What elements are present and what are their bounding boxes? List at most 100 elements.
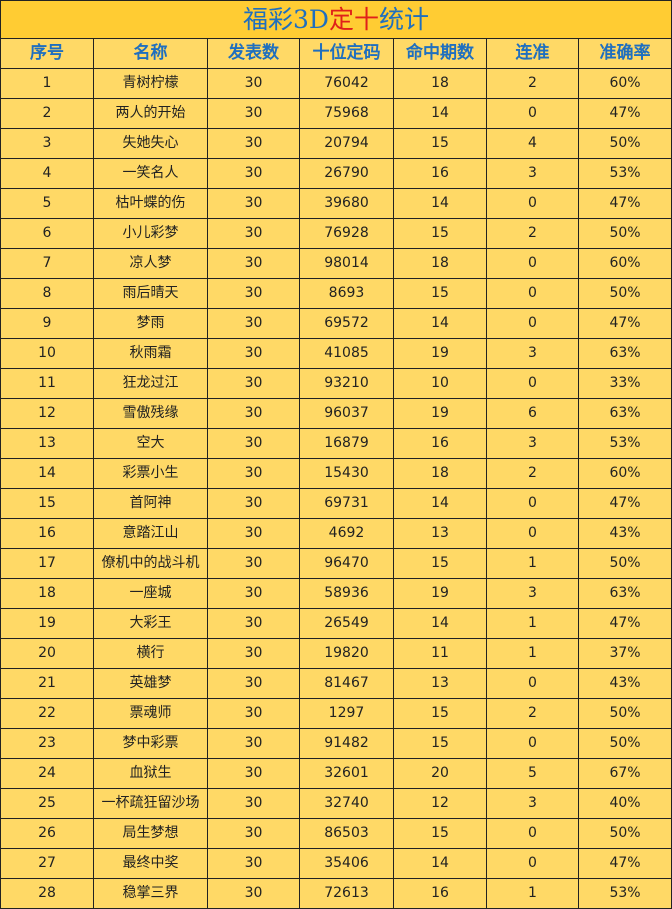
table-cell: 15 bbox=[394, 219, 487, 249]
table-cell: 1297 bbox=[300, 699, 394, 729]
table-cell: 58936 bbox=[300, 579, 394, 609]
table-cell: 25 bbox=[1, 789, 94, 819]
table-cell: 4 bbox=[487, 129, 579, 159]
table-cell: 3 bbox=[487, 159, 579, 189]
table-cell: 3 bbox=[487, 429, 579, 459]
table-cell: 空大 bbox=[94, 429, 208, 459]
table-cell: 30 bbox=[208, 339, 300, 369]
table-cell: 18 bbox=[1, 579, 94, 609]
table-cell: 19 bbox=[394, 339, 487, 369]
table-cell: 47% bbox=[579, 609, 672, 639]
table-cell: 青树柠檬 bbox=[94, 69, 208, 99]
table-cell: 53% bbox=[579, 159, 672, 189]
table-cell: 15 bbox=[394, 729, 487, 759]
table-cell: 43% bbox=[579, 669, 672, 699]
table-cell: 血狱生 bbox=[94, 759, 208, 789]
table-row: 19 大彩王 30 26549 14 1 47% bbox=[1, 609, 672, 639]
table-cell: 30 bbox=[208, 459, 300, 489]
table-cell: 26 bbox=[1, 819, 94, 849]
table-cell: 47% bbox=[579, 309, 672, 339]
table-cell: 30 bbox=[208, 519, 300, 549]
table-cell: 5 bbox=[1, 189, 94, 219]
table-cell: 10 bbox=[394, 369, 487, 399]
table-cell: 30 bbox=[208, 699, 300, 729]
table-row: 7 凉人梦 30 98014 18 0 60% bbox=[1, 249, 672, 279]
table-cell: 两人的开始 bbox=[94, 99, 208, 129]
table-cell: 30 bbox=[208, 849, 300, 879]
table-body: 1 青树柠檬 30 76042 18 2 60% 2 两人的开始 30 75968 14 0 47% 3 失她… bbox=[1, 69, 672, 909]
table-cell: 16879 bbox=[300, 429, 394, 459]
table-cell: 雪傲残缘 bbox=[94, 399, 208, 429]
table-cell: 53% bbox=[579, 429, 672, 459]
table-cell: 30 bbox=[208, 609, 300, 639]
table-cell: 失她失心 bbox=[94, 129, 208, 159]
header-cell: 发表数 bbox=[208, 39, 300, 69]
table-cell: 30 bbox=[208, 279, 300, 309]
table-cell: 50% bbox=[579, 219, 672, 249]
table-cell: 2 bbox=[487, 219, 579, 249]
table-row: 20 横行 30 19820 11 1 37% bbox=[1, 639, 672, 669]
table-cell: 76928 bbox=[300, 219, 394, 249]
table-cell: 15 bbox=[394, 549, 487, 579]
table-cell: 英雄梦 bbox=[94, 669, 208, 699]
table-row: 14 彩票小生 30 15430 18 2 60% bbox=[1, 459, 672, 489]
table-cell: 4692 bbox=[300, 519, 394, 549]
table-cell: 47% bbox=[579, 489, 672, 519]
table-cell: 凉人梦 bbox=[94, 249, 208, 279]
table-cell: 50% bbox=[579, 729, 672, 759]
table-cell: 18 bbox=[394, 249, 487, 279]
table-cell: 75968 bbox=[300, 99, 394, 129]
table-row: 12 雪傲残缘 30 96037 19 6 63% bbox=[1, 399, 672, 429]
table-row: 2 两人的开始 30 75968 14 0 47% bbox=[1, 99, 672, 129]
table-cell: 梦雨 bbox=[94, 309, 208, 339]
table-cell: 16 bbox=[394, 159, 487, 189]
table-cell: 雨后晴天 bbox=[94, 279, 208, 309]
table-cell: 局生梦想 bbox=[94, 819, 208, 849]
table-cell: 枯叶蝶的伤 bbox=[94, 189, 208, 219]
table-cell: 僚机中的战斗机 bbox=[94, 549, 208, 579]
table-cell: 6 bbox=[1, 219, 94, 249]
table-row: 22 票魂师 30 1297 15 2 50% bbox=[1, 699, 672, 729]
table-row: 28 稳掌三界 30 72613 16 1 53% bbox=[1, 879, 672, 909]
table-cell: 32601 bbox=[300, 759, 394, 789]
table-cell: 0 bbox=[487, 519, 579, 549]
table-cell: 50% bbox=[579, 129, 672, 159]
table-cell: 22 bbox=[1, 699, 94, 729]
table-cell: 0 bbox=[487, 819, 579, 849]
header-cell: 命中期数 bbox=[394, 39, 487, 69]
table-cell: 小儿彩梦 bbox=[94, 219, 208, 249]
table-cell: 30 bbox=[208, 309, 300, 339]
table-cell: 24 bbox=[1, 759, 94, 789]
table-row: 9 梦雨 30 69572 14 0 47% bbox=[1, 309, 672, 339]
table-cell: 26549 bbox=[300, 609, 394, 639]
table-cell: 43% bbox=[579, 519, 672, 549]
table-cell: 50% bbox=[579, 699, 672, 729]
table-cell: 首阿神 bbox=[94, 489, 208, 519]
table-cell: 8 bbox=[1, 279, 94, 309]
table-cell: 18 bbox=[394, 69, 487, 99]
table-row: 15 首阿神 30 69731 14 0 47% bbox=[1, 489, 672, 519]
table-cell: 0 bbox=[487, 669, 579, 699]
table-cell: 横行 bbox=[94, 639, 208, 669]
table-cell: 30 bbox=[208, 879, 300, 909]
table-cell: 19 bbox=[394, 399, 487, 429]
table-cell: 10 bbox=[1, 339, 94, 369]
table-cell: 8693 bbox=[300, 279, 394, 309]
table-cell: 15430 bbox=[300, 459, 394, 489]
table-cell: 30 bbox=[208, 549, 300, 579]
table-cell: 50% bbox=[579, 819, 672, 849]
table-cell: 14 bbox=[394, 849, 487, 879]
table-cell: 14 bbox=[394, 99, 487, 129]
table-cell: 27 bbox=[1, 849, 94, 879]
table-cell: 秋雨霜 bbox=[94, 339, 208, 369]
table-cell: 14 bbox=[1, 459, 94, 489]
table-cell: 30 bbox=[208, 669, 300, 699]
table-row: 21 英雄梦 30 81467 13 0 43% bbox=[1, 669, 672, 699]
table-cell: 63% bbox=[579, 339, 672, 369]
table-cell: 96037 bbox=[300, 399, 394, 429]
table-cell: 14 bbox=[394, 189, 487, 219]
table-cell: 30 bbox=[208, 489, 300, 519]
table-cell: 20794 bbox=[300, 129, 394, 159]
table-cell: 67% bbox=[579, 759, 672, 789]
